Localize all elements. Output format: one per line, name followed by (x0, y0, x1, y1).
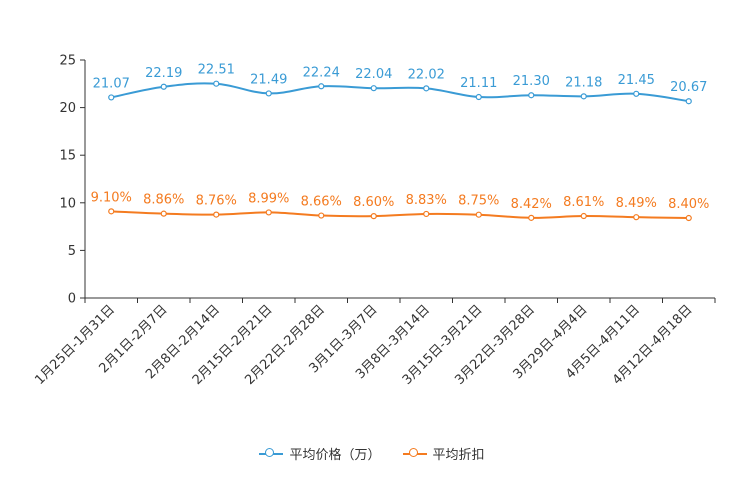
data-point[interactable] (423, 85, 430, 92)
data-point[interactable] (318, 83, 325, 90)
data-point[interactable] (213, 211, 220, 218)
data-label: 8.40% (668, 197, 709, 212)
data-point[interactable] (423, 210, 430, 218)
data-point[interactable] (160, 210, 167, 217)
data-label: 21.30 (513, 74, 550, 89)
y-tick-label: 25 (59, 54, 76, 69)
data-point[interactable] (633, 90, 640, 97)
y-tick-label: 10 (59, 196, 76, 211)
y-tick-label: 5 (68, 244, 76, 259)
data-label: 22.51 (198, 63, 235, 78)
legend-label-price: 平均价格（万） (289, 448, 381, 463)
data-point[interactable] (685, 98, 692, 105)
data-point[interactable] (528, 92, 535, 99)
data-point[interactable] (633, 214, 640, 221)
data-label: 8.83% (406, 193, 447, 208)
data-point[interactable] (213, 80, 220, 87)
data-label: 20.67 (670, 80, 707, 95)
data-label: 8.75% (458, 194, 499, 209)
data-point[interactable] (685, 214, 692, 222)
data-label: 22.19 (145, 66, 182, 81)
data-point[interactable] (528, 214, 535, 221)
data-label: 9.10% (91, 190, 132, 205)
data-label: 21.49 (250, 72, 287, 87)
data-label: 8.42% (511, 197, 552, 212)
data-label: 8.61% (563, 195, 604, 210)
y-tick-label: 20 (59, 101, 76, 116)
legend-marker-price (259, 447, 284, 461)
data-label: 22.24 (303, 65, 340, 80)
data-point[interactable] (108, 208, 115, 215)
data-point[interactable] (318, 212, 325, 219)
data-point[interactable] (475, 93, 482, 101)
data-label: 8.49% (616, 196, 657, 211)
chart-legend: 平均价格（万） 平均折扣 (0, 444, 744, 463)
series-line-1 (111, 210, 689, 220)
data-label: 21.45 (618, 73, 655, 88)
data-label: 22.02 (408, 67, 445, 82)
legend-marker-discount (402, 447, 427, 461)
data-label: 8.60% (353, 195, 394, 210)
data-label: 22.04 (355, 67, 392, 82)
data-label: 21.11 (460, 76, 497, 91)
data-label: 21.18 (565, 75, 602, 90)
y-tick-label: 15 (59, 149, 76, 164)
data-point[interactable] (475, 211, 482, 218)
data-point[interactable] (580, 212, 587, 220)
data-point[interactable] (265, 209, 272, 216)
y-tick-label: 0 (68, 292, 76, 307)
legend-item-price[interactable]: 平均价格（万） (259, 444, 381, 463)
data-point[interactable] (265, 90, 272, 97)
data-label: 8.99% (248, 191, 289, 206)
data-point[interactable] (370, 85, 377, 92)
data-point[interactable] (370, 213, 377, 220)
data-label: 21.07 (93, 76, 130, 91)
data-point[interactable] (580, 93, 587, 100)
data-label: 8.66% (301, 195, 342, 210)
data-label: 8.76% (196, 194, 237, 209)
data-point[interactable] (160, 83, 167, 90)
legend-label-discount: 平均折扣 (432, 448, 485, 463)
data-label: 8.86% (143, 193, 184, 208)
legend-item-discount[interactable]: 平均折扣 (402, 444, 485, 463)
series-line-0 (111, 82, 689, 103)
data-point[interactable] (108, 94, 115, 101)
